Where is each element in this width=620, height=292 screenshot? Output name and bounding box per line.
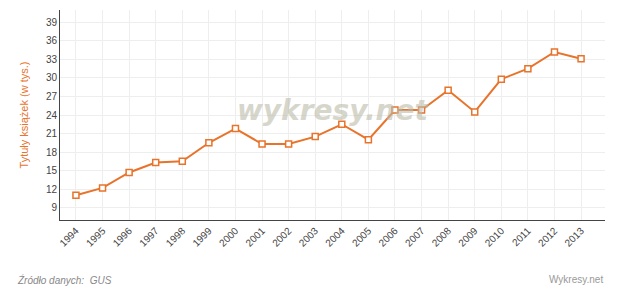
svg-text:2004: 2004	[323, 225, 347, 249]
svg-text:2010: 2010	[483, 225, 507, 249]
svg-text:1999: 1999	[190, 225, 214, 249]
svg-text:wykresy.net: wykresy.net	[237, 94, 429, 127]
svg-text:1995: 1995	[84, 225, 108, 249]
svg-text:12: 12	[46, 184, 58, 195]
svg-text:30: 30	[46, 72, 58, 83]
svg-text:18: 18	[46, 147, 58, 158]
svg-text:27: 27	[46, 91, 58, 102]
svg-text:1998: 1998	[164, 225, 188, 249]
svg-text:Tytuły książek (w tys.): Tytuły książek (w tys.)	[18, 62, 30, 169]
svg-text:2000: 2000	[217, 225, 241, 249]
svg-text:33: 33	[46, 54, 58, 65]
svg-text:21: 21	[46, 128, 58, 139]
svg-text:Źródło danych: GUS: Źródło danych: GUS	[17, 274, 112, 286]
svg-text:2006: 2006	[376, 225, 400, 249]
svg-text:2009: 2009	[456, 225, 480, 249]
svg-text:1994: 1994	[57, 225, 81, 249]
svg-text:15: 15	[46, 165, 58, 176]
svg-text:2005: 2005	[350, 225, 374, 249]
svg-text:1997: 1997	[137, 225, 161, 249]
svg-text:2012: 2012	[536, 225, 560, 249]
svg-text:1996: 1996	[111, 225, 135, 249]
svg-text:2013: 2013	[563, 225, 587, 249]
svg-text:2011: 2011	[510, 225, 533, 248]
svg-text:2002: 2002	[270, 225, 294, 249]
svg-text:Wykresy.net: Wykresy.net	[549, 274, 603, 285]
svg-text:2001: 2001	[243, 225, 267, 249]
svg-text:39: 39	[46, 17, 58, 28]
svg-text:2003: 2003	[297, 225, 321, 249]
svg-text:36: 36	[46, 35, 58, 46]
svg-text:2008: 2008	[430, 225, 454, 249]
svg-text:2007: 2007	[403, 225, 427, 249]
svg-text:24: 24	[46, 110, 58, 121]
svg-text:9: 9	[51, 202, 57, 213]
